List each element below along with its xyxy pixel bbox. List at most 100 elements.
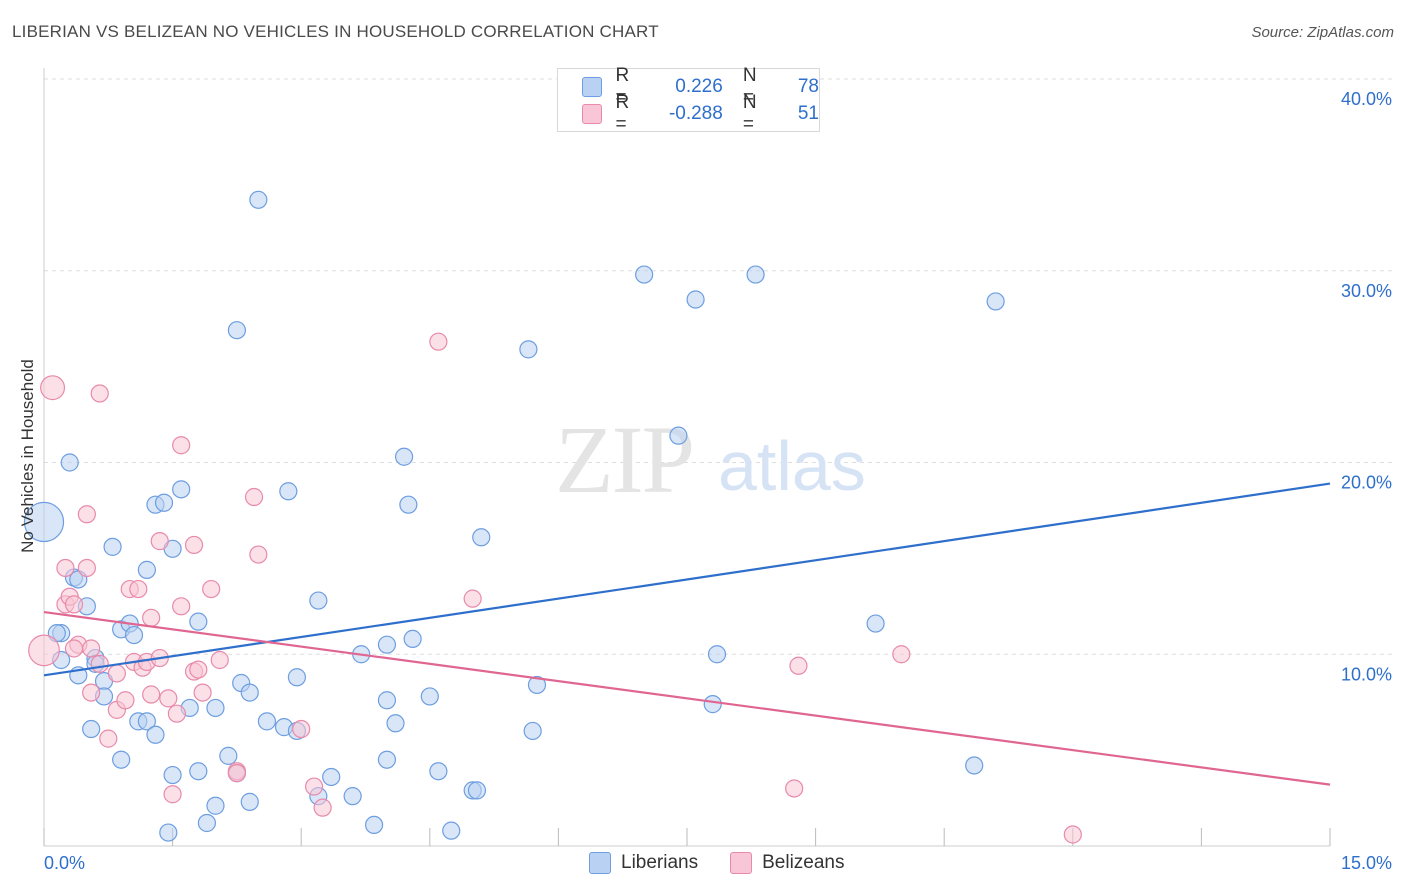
liberian-point xyxy=(399,495,418,514)
belizean-point xyxy=(90,654,109,673)
legend-item-liberians: Liberians xyxy=(589,852,698,874)
liberian-point xyxy=(322,767,341,787)
liberian-point xyxy=(206,796,225,815)
liberian-point xyxy=(377,750,397,769)
y-tick-label: 10.0% xyxy=(1341,664,1392,684)
belizean-point xyxy=(244,487,264,507)
liberian-point xyxy=(467,781,487,800)
legend-row-belizeans: R = -0.288 N = 51 xyxy=(582,92,819,135)
y-tick-label: 40.0% xyxy=(1341,89,1392,109)
belizean-point xyxy=(142,608,161,627)
liberian-point xyxy=(279,482,298,501)
series-legend: Liberians Belizeans xyxy=(589,852,877,874)
liberian-point xyxy=(60,453,79,472)
belizean-point xyxy=(184,535,204,555)
legend-item-belizeans: Belizeans xyxy=(730,852,845,874)
n-label: N = xyxy=(742,92,757,135)
liberian-point xyxy=(189,612,208,631)
liberian-point xyxy=(394,447,414,466)
liberian-trend-line xyxy=(43,482,1331,677)
belizean-point xyxy=(142,685,161,704)
liberian-point xyxy=(635,265,654,284)
belizean-point xyxy=(892,645,911,664)
liberian-point xyxy=(965,756,984,775)
belizean-point xyxy=(56,558,75,578)
n-value: 51 xyxy=(797,103,819,124)
liberian-point xyxy=(707,645,727,664)
liberian-point xyxy=(472,528,491,547)
belizean-point xyxy=(129,579,148,599)
belizean-point xyxy=(82,639,101,658)
liberian-point xyxy=(240,792,259,811)
belizean-point xyxy=(429,332,448,351)
liberian-point xyxy=(527,675,547,695)
liberian-point xyxy=(420,687,439,706)
belizean-point xyxy=(193,683,212,702)
liberian-point xyxy=(429,762,448,781)
watermark-zip: ZIP xyxy=(555,406,693,513)
chart-title: LIBERIAN VS BELIZEAN NO VEHICLES IN HOUS… xyxy=(12,22,659,41)
belizean-point xyxy=(116,691,135,710)
liberian-point xyxy=(206,698,225,718)
liberian-point xyxy=(154,493,174,512)
axis-layer xyxy=(43,68,1331,847)
belizean-point xyxy=(172,436,191,455)
belizean-point xyxy=(107,664,126,683)
grid-layer xyxy=(44,78,1392,655)
belizean-point xyxy=(90,384,109,403)
belizean-point xyxy=(159,689,178,708)
n-label: N = xyxy=(742,65,757,108)
belizean-point xyxy=(150,532,169,551)
liberian-point xyxy=(137,712,156,731)
liberian-point xyxy=(343,787,362,806)
liberians-swatch xyxy=(589,852,611,874)
y-axis-title: No Vehicles in Household xyxy=(18,359,37,553)
liberian-point xyxy=(23,501,65,543)
liberian-point xyxy=(523,721,542,741)
belizean-point xyxy=(77,558,96,578)
belizean-point xyxy=(40,375,66,401)
legend-label-belizeans: Belizeans xyxy=(762,852,845,873)
liberian-point xyxy=(137,560,156,579)
liberian-point xyxy=(686,290,705,309)
belizean-point xyxy=(202,579,221,599)
liberian-point xyxy=(746,265,765,284)
belizean-point xyxy=(64,639,84,658)
belizean-point xyxy=(82,683,101,702)
liberian-point xyxy=(364,815,384,835)
belizean-trend-line xyxy=(43,610,1331,786)
liberian-point xyxy=(442,821,461,840)
liberian-point xyxy=(163,765,182,785)
liberian-point xyxy=(240,683,259,702)
liberian-point xyxy=(159,823,178,842)
liberian-point xyxy=(986,292,1005,311)
liberian-point xyxy=(112,750,131,769)
r-label: R = xyxy=(615,65,630,108)
liberian-point xyxy=(82,719,101,739)
belizean-point xyxy=(789,656,808,675)
liberian-point xyxy=(377,691,397,710)
belizean-point xyxy=(785,779,804,798)
belizean-point xyxy=(292,719,311,739)
watermark: ZIP atlas xyxy=(555,406,866,513)
liberian-point xyxy=(227,321,246,340)
liberian-point xyxy=(377,635,397,654)
tick-label-layer: 10.0% 20.0% 30.0% 40.0% 0.0% 15.0% xyxy=(44,89,1392,873)
belizean-point xyxy=(249,545,268,564)
belizean-point xyxy=(227,764,246,783)
r-label: R = xyxy=(615,92,630,135)
liberian-point xyxy=(124,625,144,645)
liberian-point xyxy=(189,762,208,781)
y-tick-label: 20.0% xyxy=(1341,473,1392,493)
belizean-point xyxy=(313,798,332,817)
belizeans-swatch xyxy=(730,852,753,874)
legend-label-liberians: Liberians xyxy=(621,852,699,873)
liberian-point xyxy=(866,614,885,633)
belizeans-swatch xyxy=(582,104,602,124)
liberian-point xyxy=(257,712,277,731)
belizean-point xyxy=(99,729,118,748)
x-tick-label: 15.0% xyxy=(1341,853,1392,873)
r-value: -0.288 xyxy=(668,103,723,124)
liberian-point xyxy=(287,668,307,687)
